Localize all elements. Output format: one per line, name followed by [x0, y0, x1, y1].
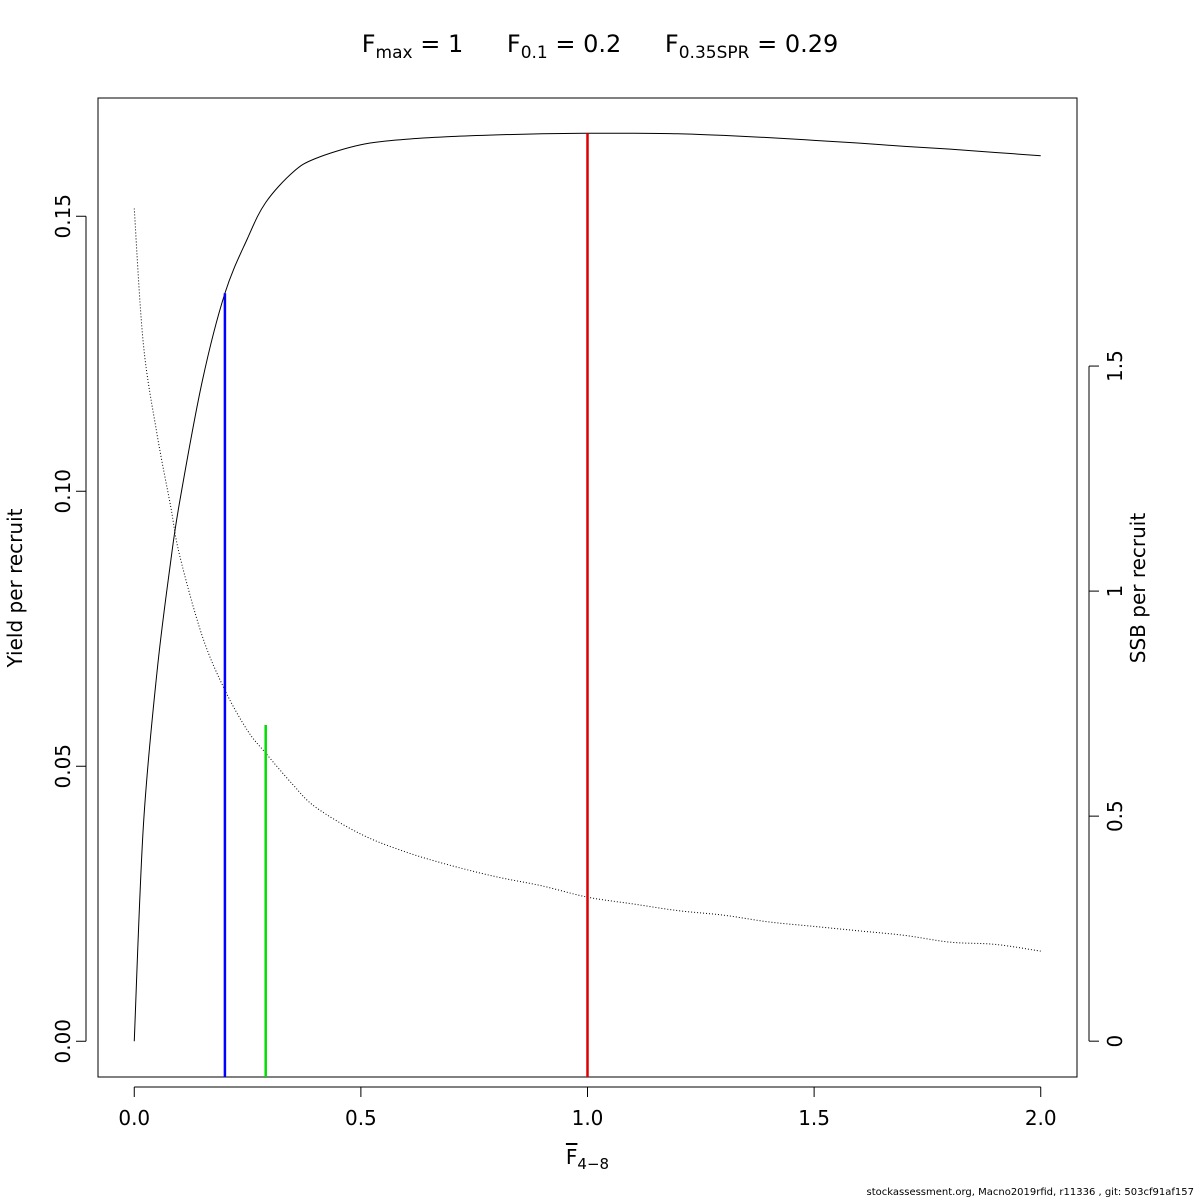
series-group [133, 132, 1041, 1042]
x-tick-label: 1.0 [572, 1106, 604, 1130]
x-tick-label: 0.0 [118, 1106, 150, 1130]
y-tick-label: 0.10 [51, 469, 75, 514]
footer-note: stockassessment.org, Macno2019rfid, r113… [866, 1187, 1194, 1198]
fmax-term: Fmax = 1 [361, 30, 464, 63]
x-axis-label: F4−8 [565, 1145, 610, 1173]
y-axis-label: Yield per recruit [3, 508, 27, 668]
x-tick-label: 0.5 [345, 1106, 377, 1130]
yield-per-recruit-line [133, 132, 1041, 1042]
fspr-term: F0.35SPR = 0.29 [664, 30, 839, 63]
y-tick-label: 0.15 [51, 194, 75, 239]
y-tick-label: 0.05 [51, 744, 75, 789]
f01-term: F0.1 = 0.2 [506, 30, 622, 63]
y2-tick-label: 1.5 [1103, 350, 1127, 382]
y2-tick-label: 0 [1103, 1035, 1127, 1048]
y2-tick-label: 1 [1103, 585, 1127, 598]
x-tick-label: 1.5 [798, 1106, 830, 1130]
chart-title: Fmax = 1 F0.1 = 0.2 F0.35SPR = 0.29 [0, 30, 1200, 63]
y-axis-right: 0 0.5 1 1.5 [1088, 350, 1127, 1048]
x-tick-label: 2.0 [1025, 1106, 1057, 1130]
y2-axis-label: SSB per recruit [1126, 513, 1150, 664]
y-tick-label: 0.00 [51, 1019, 75, 1064]
y2-tick-label: 0.5 [1103, 800, 1127, 832]
ssb-per-recruit-line [133, 208, 1041, 952]
reference-lines [223, 133, 589, 1077]
y-axis-left: 0.00 0.05 0.10 0.15 [51, 194, 87, 1064]
x-axis: 0.0 0.5 1.0 1.5 2.0 [118, 1086, 1057, 1130]
